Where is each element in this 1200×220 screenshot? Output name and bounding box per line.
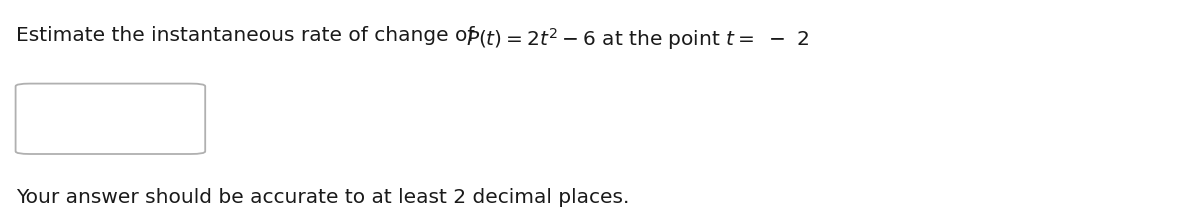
Text: $P(t) = 2t^{2} - 6$ at the point $t =\ -\ 2$: $P(t) = 2t^{2} - 6$ at the point $t =\ -… [466, 26, 809, 52]
Text: Your answer should be accurate to at least 2 decimal places.: Your answer should be accurate to at lea… [16, 188, 629, 207]
Text: Estimate the instantaneous rate of change of: Estimate the instantaneous rate of chang… [16, 26, 480, 45]
FancyBboxPatch shape [16, 84, 205, 154]
